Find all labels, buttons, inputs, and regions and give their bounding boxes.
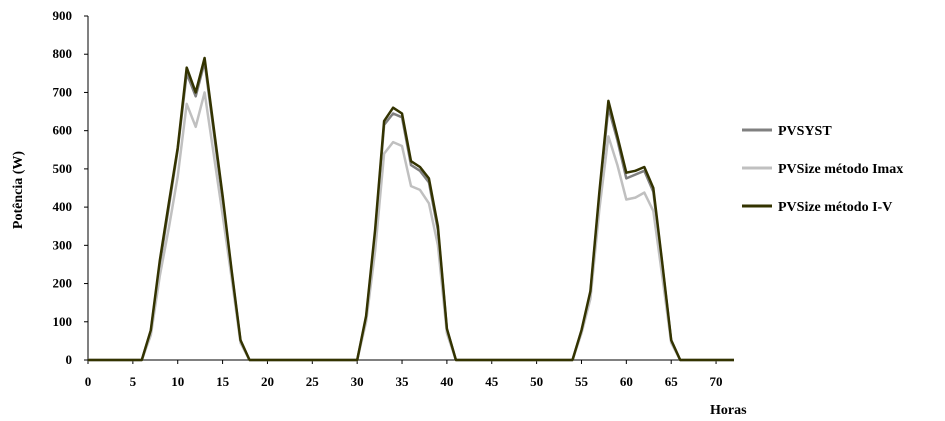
y-tick-label: 200: [53, 276, 73, 291]
legend-label: PVSize método I-V: [778, 200, 892, 215]
legend-label: PVSize método Imax: [778, 162, 903, 177]
x-tick-label: 25: [306, 374, 320, 389]
x-tick-label: 40: [440, 374, 453, 389]
y-tick-label: 800: [53, 46, 73, 61]
y-tick-label: 500: [53, 161, 73, 176]
x-tick-label: 20: [261, 374, 274, 389]
x-tick-label: 35: [396, 374, 410, 389]
x-tick-label: 15: [216, 374, 230, 389]
y-axis-title: Potência (W): [11, 151, 26, 229]
x-tick-label: 0: [85, 374, 92, 389]
x-tick-label: 45: [485, 374, 499, 389]
series-line: [88, 56, 734, 362]
y-tick-label: 0: [66, 352, 73, 367]
x-axis-title: Horas: [710, 403, 747, 418]
x-ticks: 0 5 10 15 20 25 30 35 40 45 50 55 60 65 70: [85, 360, 723, 389]
x-tick-label: 10: [171, 374, 184, 389]
x-tick-label: 55: [575, 374, 589, 389]
y-tick-label: 700: [53, 84, 73, 99]
x-tick-label: 30: [351, 374, 364, 389]
x-tick-label: 60: [620, 374, 633, 389]
y-tick-label: 900: [53, 8, 73, 23]
x-tick-label: 65: [665, 374, 679, 389]
x-tick-label: 50: [530, 374, 543, 389]
legend: PVSYST PVSize método Imax PVSize método I-…: [742, 124, 903, 215]
series-lines: [88, 56, 734, 362]
y-tick-label: 400: [53, 199, 73, 214]
series-line: [88, 60, 734, 362]
legend-label: PVSYST: [778, 124, 832, 139]
y-tick-label: 100: [53, 314, 73, 329]
y-ticks: 0 100 200 300 400 500 600 700 800 900: [53, 8, 88, 367]
y-tick-label: 600: [53, 123, 73, 138]
series-line: [88, 91, 734, 362]
y-tick-label: 300: [53, 237, 73, 252]
x-tick-label: 70: [710, 374, 723, 389]
plot-area: 0 100 200 300 400 500 600 700 800 900 0 5 10 15 20 25 3…: [53, 8, 734, 389]
x-tick-label: 5: [130, 374, 137, 389]
